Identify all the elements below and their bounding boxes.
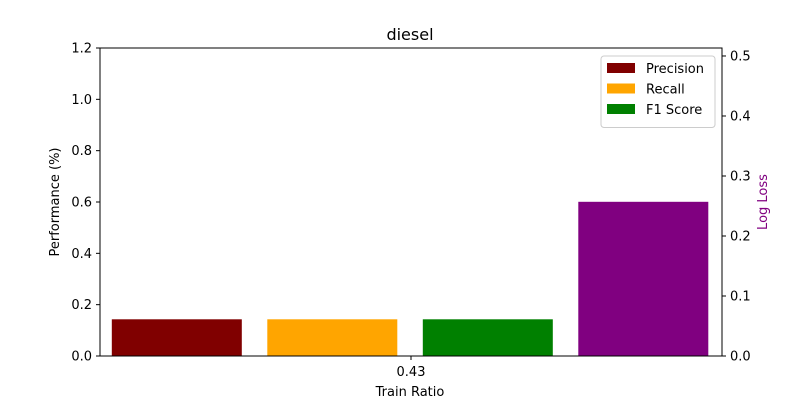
- y-tick-label: 0.4: [71, 247, 92, 262]
- y-tick-label: 0.2: [71, 298, 92, 313]
- y-tick-label: 1.0: [71, 93, 92, 108]
- y-tick-label: 0.0: [71, 350, 92, 365]
- x-axis-label: Train Ratio: [375, 385, 445, 400]
- y2-tick-label: 0.0: [730, 350, 751, 365]
- chart-title: diesel: [386, 25, 433, 44]
- legend-label: Recall: [646, 83, 685, 98]
- y2-tick-label: 0.1: [730, 289, 751, 304]
- legend-label: F1 Score: [646, 103, 702, 118]
- legend-swatch: [607, 83, 635, 94]
- y2-tick-label: 0.3: [730, 169, 751, 184]
- legend-swatch: [607, 63, 635, 73]
- y2-axis-label: Log Loss: [756, 174, 771, 230]
- y2-tick-label: 0.4: [730, 109, 751, 124]
- axes-layer: 0.0 0.2 0.4 0.6 0.8 1.0 1.2 0.0 0.1 0.2 0.3 0.4 0.5 0…: [71, 42, 750, 381]
- y-tick-label: 0.8: [71, 144, 92, 159]
- y-tick-label: 1.2: [71, 42, 92, 57]
- y2-tick-label: 0.5: [730, 49, 751, 64]
- bar-f1-score: [422, 319, 553, 356]
- y-axis-label: Performance (%): [48, 147, 63, 256]
- x-tick-label: 0.43: [397, 365, 426, 380]
- y-tick-label: 0.6: [71, 196, 92, 211]
- bar-log-loss: [578, 201, 709, 356]
- legend-swatch: [607, 104, 635, 114]
- y2-tick-label: 0.2: [730, 229, 751, 244]
- bar-recall: [267, 319, 398, 356]
- bar-precision: [111, 319, 242, 356]
- legend: Precision Recall F1 Score: [600, 55, 716, 128]
- bars-layer: [111, 201, 709, 356]
- legend-label: Precision: [646, 62, 704, 77]
